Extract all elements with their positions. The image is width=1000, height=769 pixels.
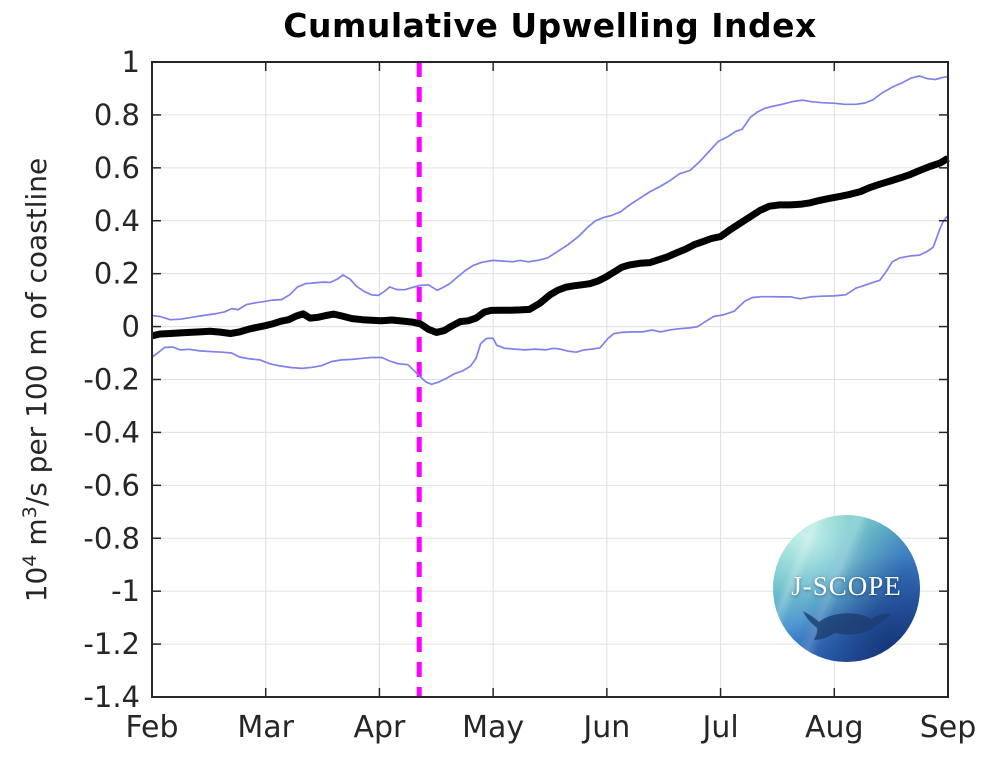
y-tick-label: 1 xyxy=(122,45,140,79)
x-tick-label: Mar xyxy=(237,710,294,745)
y-tick-label: 0.6 xyxy=(94,151,140,185)
y-tick-label: 0.8 xyxy=(94,98,140,132)
x-tick-label: Sep xyxy=(920,710,977,745)
y-tick-label: 0.4 xyxy=(94,204,140,238)
x-tick-label: Aug xyxy=(805,710,864,745)
logo-text: J-SCOPE xyxy=(791,571,902,601)
x-tick-label: Jul xyxy=(700,710,738,745)
y-tick-label: 0.2 xyxy=(94,257,140,291)
series-mean-line xyxy=(151,155,950,340)
y-tick-label: -0.4 xyxy=(83,415,140,449)
x-tick-label: Jun xyxy=(581,710,630,745)
x-tick-label: Apr xyxy=(353,710,406,745)
y-tick-label: -1.2 xyxy=(83,627,140,661)
x-tick-label: Feb xyxy=(125,710,178,745)
fish-icon xyxy=(803,611,891,640)
chart-title: Cumulative Upwelling Index xyxy=(283,6,817,45)
y-tick-label: -0.8 xyxy=(83,521,140,555)
y-tick-label: -0.6 xyxy=(83,468,140,502)
jscope-logo: J-SCOPE xyxy=(773,515,920,662)
x-tick-label: May xyxy=(462,710,524,745)
series-lower-line xyxy=(151,214,949,386)
y-tick-label: -1.4 xyxy=(83,680,140,714)
y-tick-label: 0 xyxy=(122,310,140,344)
series-upper-line xyxy=(151,75,949,321)
y-tick-label: -1 xyxy=(111,574,140,608)
y-tick-label: -0.2 xyxy=(83,363,140,397)
